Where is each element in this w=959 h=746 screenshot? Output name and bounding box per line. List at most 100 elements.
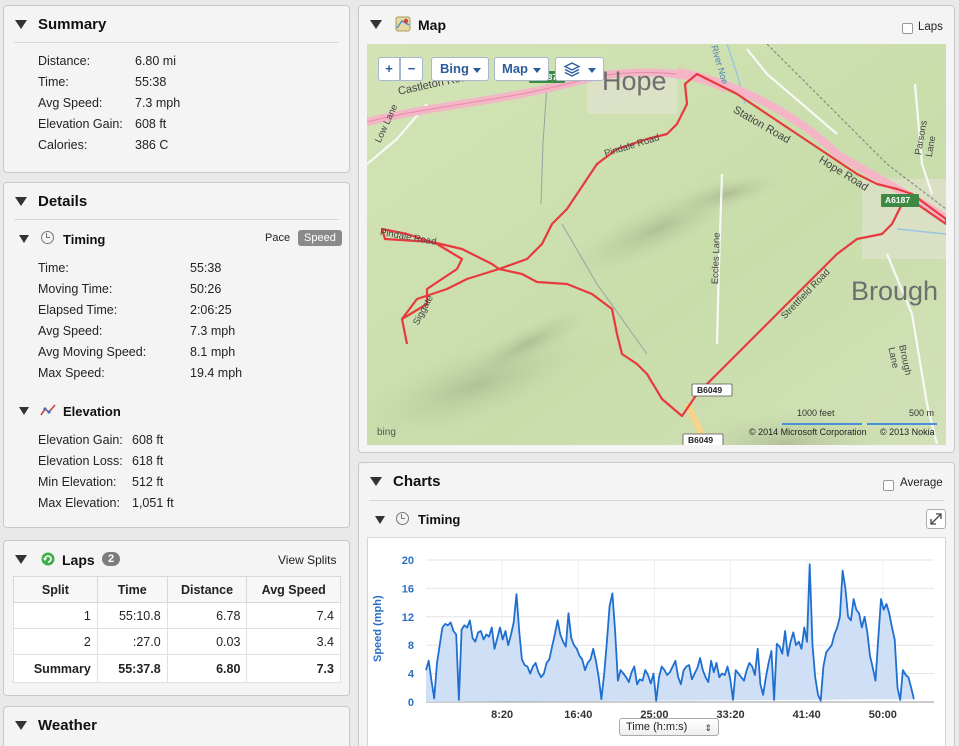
map-label: Brough [851,276,938,307]
zoom-in-button[interactable]: + [378,57,400,81]
y-axis-label: Speed (mph) [372,595,384,662]
divider [14,42,339,43]
map-layers-dropdown[interactable] [555,57,604,81]
stat-label: Elevation Gain: [38,117,123,131]
table-row[interactable]: 1 55:10.8 6.78 7.4 [14,603,341,629]
map-canvas[interactable] [367,44,946,445]
scale-label: 1000 feet [797,408,835,418]
collapse-triangle-icon[interactable] [15,721,27,730]
table-cell: 7.4 [247,603,341,629]
column-header[interactable]: Avg Speed [247,577,341,603]
table-cell: 6.80 [167,655,247,683]
laps-icon [40,551,56,567]
collapse-triangle-icon[interactable] [15,197,27,206]
table-cell: 55:10.8 [97,603,167,629]
x-tick-label: 16:40 [564,709,592,721]
collapse-triangle-icon[interactable] [370,477,382,486]
map-type-dropdown[interactable]: Map [494,57,549,81]
stat-label: Moving Time: [38,282,112,296]
stat-label: Avg Speed: [38,96,102,110]
stat-label: Distance: [38,54,90,68]
stat-value: 55:38 [135,75,166,89]
laps-panel: Laps 2 View Splits Split Time Distance A… [3,540,350,696]
zoom-out-button[interactable]: − [400,57,423,81]
x-tick-label: 50:00 [869,709,897,721]
collapse-triangle-icon[interactable] [19,235,29,243]
chart-area: 0 4 8 12 16 20 8:20 16:40 25:00 33:20 41:40 50:00 S… [367,537,946,746]
expand-icon [927,510,945,528]
stat-label: Avg Moving Speed: [38,345,146,359]
summary-header[interactable]: Summary [4,6,349,42]
average-checkbox-label: Average [900,477,943,489]
panel-title: Summary [38,16,106,33]
table-cell: Summary [14,655,98,683]
table-cell: :27.0 [97,629,167,655]
clock-icon [396,512,409,525]
panel-title: Charts [393,473,441,490]
laps-checkbox[interactable] [902,23,913,34]
stat-label: Min Elevation: [38,475,117,489]
panel-title: Map [418,17,446,33]
section-title: Timing [418,512,460,527]
stat-label: Max Speed: [38,366,105,380]
table-cell: 7.3 [247,655,341,683]
stat-value: 50:26 [190,282,221,296]
view-splits-link[interactable]: View Splits [278,553,336,567]
stat-label: Calories: [38,138,87,152]
column-header[interactable]: Distance [167,577,247,603]
stat-label: Time: [38,261,69,275]
divider [369,500,944,501]
weather-panel: Weather [3,706,350,746]
average-checkbox[interactable] [883,480,894,491]
laps-header[interactable]: Laps 2 View Splits [4,541,349,577]
stat-label: Elevation Loss: [38,454,123,468]
map-type-label: Map [502,61,528,76]
details-header[interactable]: Details [4,183,349,219]
laps-checkbox-label: Laps [918,21,943,33]
column-header[interactable]: Split [14,577,98,603]
x-axis-selector[interactable]: Time (h:m:s) ⇕ [619,718,719,736]
stat-label: Elevation Gain: [38,433,123,447]
y-tick-label: 8 [408,640,414,652]
collapse-triangle-icon[interactable] [15,555,27,564]
clock-icon [41,231,54,244]
panel-title: Laps [62,552,95,568]
attribution: © 2013 Nokia [880,427,935,437]
stat-value: 386 C [135,138,168,152]
stat-value: 2:06:25 [190,303,232,317]
map-provider-dropdown[interactable]: Bing [431,57,489,81]
map-header[interactable]: Map Laps [359,6,954,42]
elevation-chart-icon [40,403,56,417]
map-label: Hope [602,66,667,97]
laps-table: Split Time Distance Avg Speed 1 55:10.8 … [13,576,341,683]
expand-chart-button[interactable] [926,509,946,529]
y-tick-label: 0 [408,697,414,709]
map-icon [395,16,411,32]
charts-panel: Charts Average Timing 0 4 8 12 16 20 8:20 16:40… [358,462,955,746]
collapse-triangle-icon[interactable] [375,516,385,524]
y-tick-label: 20 [402,555,414,567]
stat-value: 608 ft [132,433,163,447]
summary-row: Summary 55:37.8 6.80 7.3 [14,655,341,683]
laps-count-badge: 2 [102,552,120,566]
attribution: © 2014 Microsoft Corporation [749,427,867,437]
column-header[interactable]: Time [97,577,167,603]
collapse-triangle-icon[interactable] [19,407,29,415]
weather-header[interactable]: Weather [4,707,349,743]
pace-toggle[interactable]: Pace [259,230,296,246]
table-cell: 6.78 [167,603,247,629]
panel-title: Weather [38,717,97,734]
collapse-triangle-icon[interactable] [370,20,382,29]
details-panel: Details Timing Pace Speed Time: 55:38 Mo… [3,182,350,528]
map-label: Eccles Lane [710,232,723,284]
stat-value: 6.80 mi [135,54,176,68]
panel-title: Details [38,193,87,210]
map-label: B6049 [688,435,713,445]
map-view[interactable]: Hope Brough Castleton Road Station Road … [367,44,946,445]
speed-toggle[interactable]: Speed [298,230,342,246]
collapse-triangle-icon[interactable] [15,20,27,29]
table-row[interactable]: 2 :27.0 0.03 3.4 [14,629,341,655]
summary-panel: Summary Distance: 6.80 mi Time: 55:38 Av… [3,5,350,173]
charts-header[interactable]: Charts Average [359,463,954,499]
